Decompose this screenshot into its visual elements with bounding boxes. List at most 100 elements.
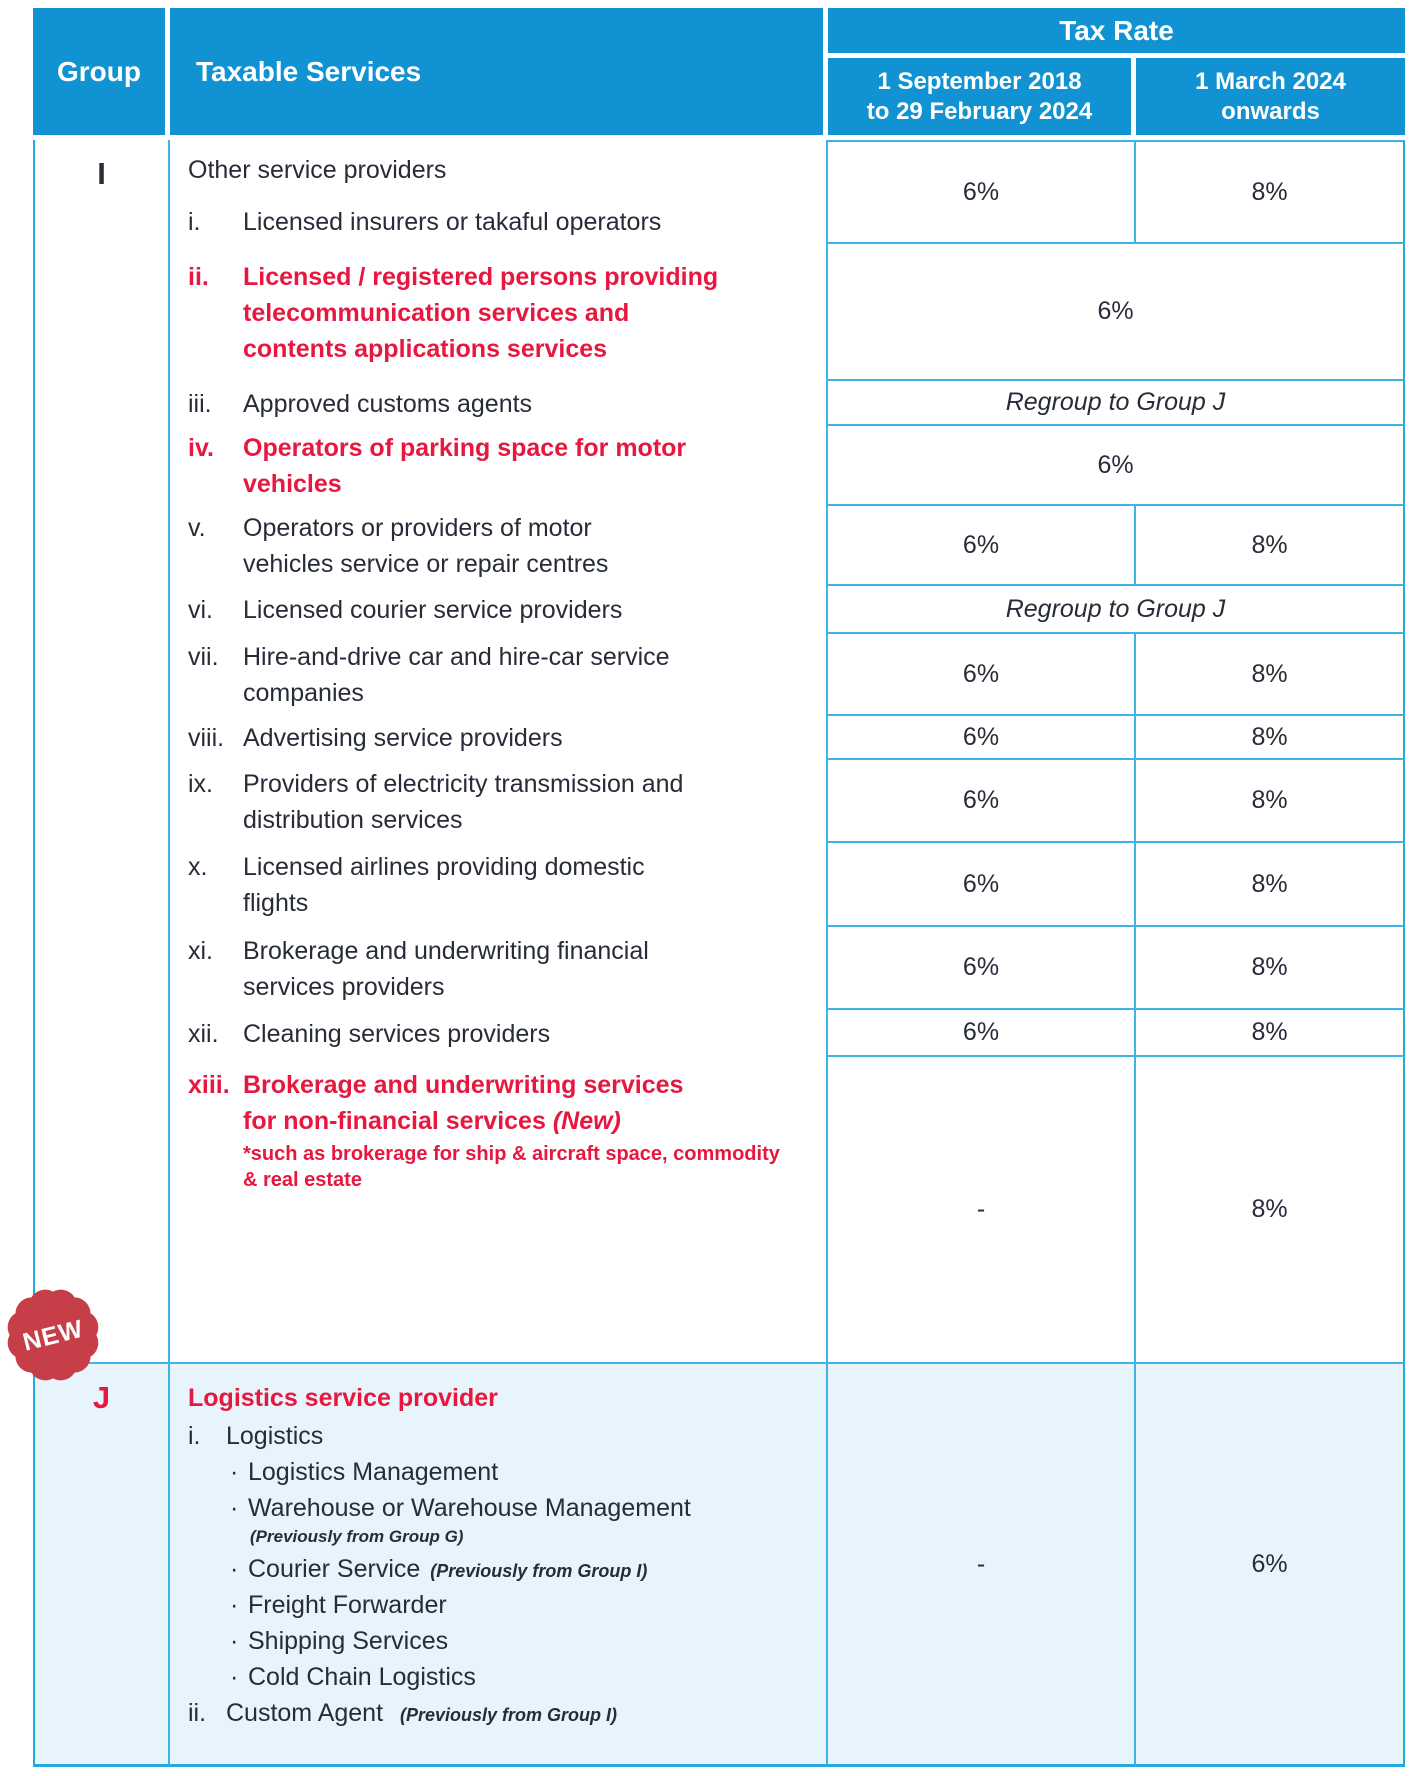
bullet-text: Warehouse or Warehouse Management — [248, 1494, 691, 1522]
group-j-title: Logistics service provider — [188, 1384, 498, 1412]
rate-cell-vi-regroup-note: Regroup to Group J — [828, 586, 1406, 634]
rate-cell-viii-period2: 8% — [1136, 716, 1406, 760]
group-i-cell: I — [33, 140, 170, 1362]
service-text: Approved customs agents — [243, 389, 533, 418]
col-header-period-2: 1 March 2024 onwards — [1136, 58, 1406, 140]
item-numeral: xi. — [188, 936, 213, 965]
bullet-item: · Cold Chain Logistics — [230, 1659, 814, 1695]
bullet-note: (Previously from Group I) — [430, 1561, 648, 1582]
bullet-text: Cold Chain Logistics — [248, 1663, 476, 1692]
rate-cell-v-period1: 6% — [828, 506, 1136, 586]
item-numeral: iv. — [188, 434, 214, 462]
service-cell-v: v. Operators or providers of motor vehic… — [170, 506, 828, 586]
service-cell-i: i. Licensed insurers or takaful operator… — [170, 200, 828, 244]
rate-cell-xiii-period2: 8% — [1136, 1057, 1406, 1362]
row-group-i-intro: I Other service providers 6% 8% — [33, 140, 1406, 1362]
bullet-text: Logistics Management — [248, 1458, 499, 1486]
service-cell-viii: viii. Advertising service providers — [170, 716, 828, 760]
rate-cell-ix-period1: 6% — [828, 760, 1136, 843]
bullet-dot: · — [230, 1458, 239, 1486]
table-header: Group Taxable Services Tax Rate 1 Septem… — [33, 8, 1406, 140]
bullet-item: · Shipping Services — [230, 1623, 814, 1659]
row-group-j: J Logistics service provider i. Logistic… — [33, 1362, 1406, 1767]
col-header-tax-rate: Tax Rate — [828, 8, 1406, 58]
bullet-dot: · — [230, 1494, 239, 1522]
bullet-dot: · — [230, 1627, 239, 1656]
rate-cell-xii-period1: 6% — [828, 1010, 1136, 1057]
row-item-x: x. Licensed airlines providing domestic … — [33, 843, 1406, 927]
bullet-dot: · — [230, 1663, 239, 1692]
row-item-ix: ix. Providers of electricity transmissio… — [33, 760, 1406, 843]
row-item-vii: vii. Hire-and-drive car and hire-car ser… — [33, 634, 1406, 716]
service-cell-group-j: Logistics service provider i. Logistics … — [170, 1362, 828, 1767]
row-item-xii: xii. Cleaning services providers 6% 8% — [33, 1010, 1406, 1057]
service-cell-xiii: xiii. Brokerage and underwriting service… — [170, 1057, 828, 1362]
service-text: Custom Agent (Previously from Group I) — [226, 1699, 618, 1728]
service-cell-xi: xi. Brokerage and underwriting financial… — [170, 927, 828, 1010]
service-cell-iv: iv. Operators of parking space for motor… — [170, 426, 828, 506]
item-numeral: viii. — [188, 724, 225, 752]
col-header-group: Group — [33, 8, 170, 140]
row-item-iii: iii. Approved customs agents Regroup to … — [33, 381, 1406, 426]
group-i-section: I Other service providers 6% 8% i. Licen… — [33, 140, 1406, 1362]
service-text: Cleaning services providers — [243, 1019, 551, 1048]
rate-cell-iii-regroup-note: Regroup to Group J — [828, 381, 1406, 426]
rate-cell-vii-period2: 8% — [1136, 634, 1406, 716]
row-item-xiii: xiii. Brokerage and underwriting service… — [33, 1057, 1406, 1362]
rate-cell-xiii-period1: - — [828, 1057, 1136, 1362]
rate-cell-ix-period2: 8% — [1136, 760, 1406, 843]
footnote-text: *such as brokerage for ship & aircraft s… — [243, 1143, 780, 1191]
rate-cell-iv-merged: 6% — [828, 426, 1406, 506]
service-cell-vii: vii. Hire-and-drive car and hire-car ser… — [170, 634, 828, 716]
rate-cell-x-period1: 6% — [828, 843, 1136, 927]
item-numeral: xii. — [188, 1019, 219, 1048]
bullet-text: Freight Forwarder — [248, 1591, 447, 1620]
service-cell-ii: ii. Licensed / registered persons provid… — [170, 244, 828, 381]
item-numeral: ix. — [188, 769, 213, 798]
service-intro-text: Other service providers — [188, 156, 447, 184]
service-cell-vi: vi. Licensed courier service providers — [170, 586, 828, 634]
row-item-iv: iv. Operators of parking space for motor… — [33, 426, 1406, 506]
item-numeral: ii. — [188, 262, 209, 291]
bullet-text: Shipping Services — [248, 1627, 449, 1656]
row-item-ii: ii. Licensed / registered persons provid… — [33, 244, 1406, 381]
rate-cell-j-period1: - — [828, 1362, 1136, 1767]
bullet-note: (Previously from Group G) — [250, 1527, 464, 1546]
bullet-item: · Courier Service (Previously from Group… — [230, 1551, 814, 1587]
new-tag: (New) — [552, 1107, 621, 1135]
tax-rate-table: Group Taxable Services Tax Rate 1 Septem… — [33, 8, 1406, 1767]
item-numeral: v. — [188, 514, 206, 542]
item-numeral: x. — [188, 853, 208, 881]
col-header-taxable-services: Taxable Services — [170, 8, 828, 140]
group-j-section: J Logistics service provider i. Logistic… — [33, 1362, 1406, 1767]
service-text: Operators or providers of motor vehicles… — [243, 514, 609, 578]
row-item-v: v. Operators or providers of motor vehic… — [33, 506, 1406, 586]
item-numeral: iii. — [188, 389, 212, 418]
bullet-item: · Warehouse or Warehouse Management — [230, 1490, 814, 1526]
service-cell-x: x. Licensed airlines providing domestic … — [170, 843, 828, 927]
service-text: Licensed courier service providers — [243, 596, 623, 624]
item-numeral: ii. — [188, 1699, 207, 1728]
service-text: Licensed airlines providing domestic fli… — [243, 853, 645, 917]
new-badge: NEW — [7, 1289, 99, 1381]
service-text: Logistics — [226, 1422, 324, 1450]
item-numeral: i. — [188, 1422, 201, 1450]
service-text: Licensed / registered persons providing … — [243, 262, 719, 363]
item-note: (Previously from Group I) — [399, 1705, 618, 1726]
bullet-item: · Logistics Management — [230, 1454, 814, 1490]
rate-cell-xi-period1: 6% — [828, 927, 1136, 1010]
row-item-vi: vi. Licensed courier service providers R… — [33, 586, 1406, 634]
logistics-bullet-list: · Logistics Management · Warehouse or Wa… — [230, 1454, 814, 1695]
rate-cell-j-period2: 6% — [1136, 1362, 1406, 1767]
bullet-dot: · — [230, 1555, 239, 1584]
bullet-text: Courier Service — [248, 1555, 421, 1584]
col-header-period-1: 1 September 2018 to 29 February 2024 — [828, 58, 1136, 140]
service-intro-cell: Other service providers — [170, 140, 828, 200]
item-numeral: xiii. — [188, 1071, 230, 1099]
rate-cell-ii-merged: 6% — [828, 244, 1406, 381]
service-cell-xii: xii. Cleaning services providers — [170, 1010, 828, 1057]
item-numeral: vii. — [188, 643, 219, 671]
group-i-label: I — [97, 156, 106, 191]
rate-cell-v-period2: 8% — [1136, 506, 1406, 586]
service-text: Hire-and-drive car and hire-car service … — [243, 643, 670, 707]
